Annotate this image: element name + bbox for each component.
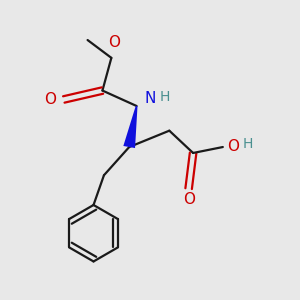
Polygon shape bbox=[123, 106, 137, 148]
Text: O: O bbox=[44, 92, 56, 107]
Text: H: H bbox=[242, 137, 253, 151]
Text: N: N bbox=[144, 91, 155, 106]
Text: H: H bbox=[160, 90, 170, 104]
Text: O: O bbox=[108, 35, 120, 50]
Text: O: O bbox=[183, 192, 195, 207]
Text: O: O bbox=[227, 139, 239, 154]
